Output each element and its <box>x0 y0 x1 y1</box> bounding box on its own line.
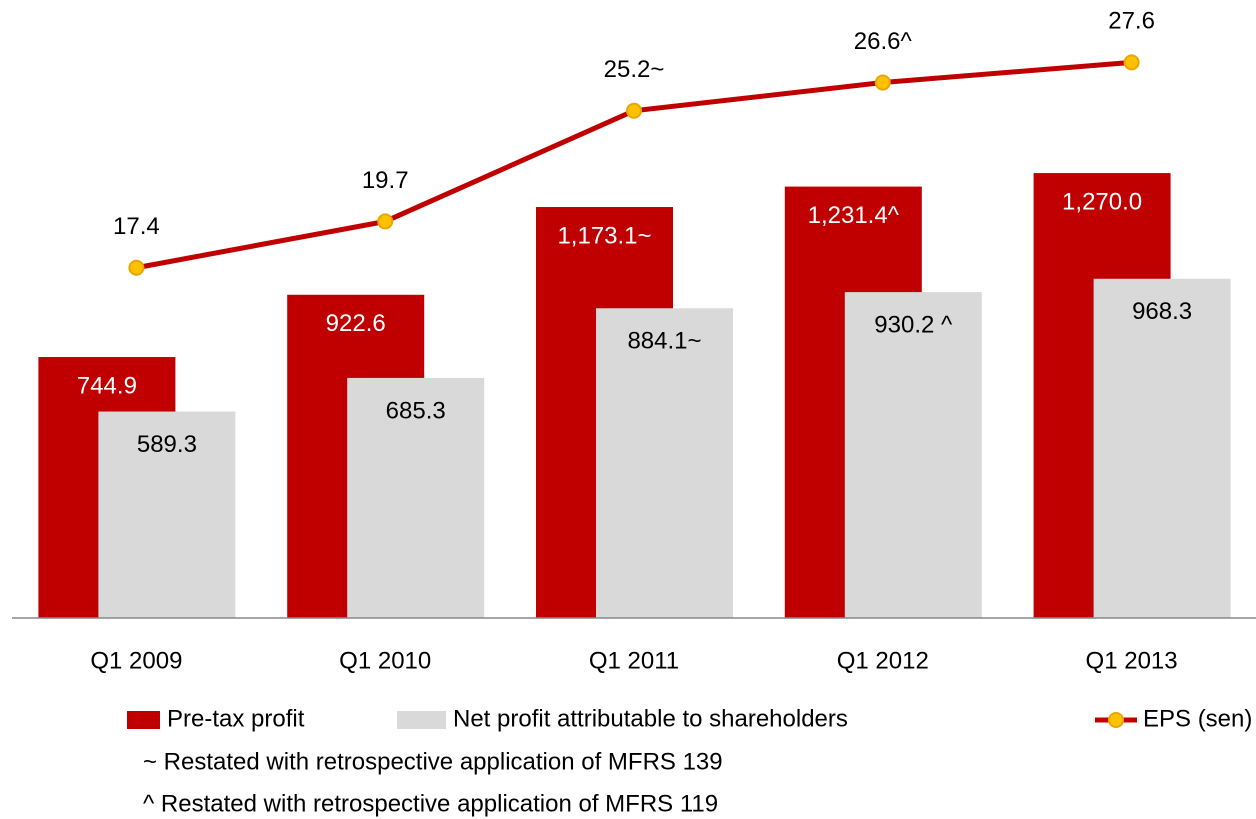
data-label: 968.3 <box>1132 298 1192 325</box>
bar <box>1093 278 1231 618</box>
marker <box>128 259 145 276</box>
x-tick-label: Q1 2013 <box>1086 647 1178 674</box>
bar <box>844 292 982 618</box>
data-label: 685.3 <box>386 397 446 424</box>
marker <box>1123 54 1140 71</box>
marker <box>377 213 394 230</box>
bar <box>98 411 236 618</box>
data-label: 19.7 <box>362 167 409 194</box>
legend-swatch <box>397 711 446 729</box>
legend-marker <box>1108 712 1124 728</box>
legend-swatch <box>127 711 160 729</box>
data-label: 930.2 ^ <box>874 311 953 338</box>
footnote: ~ Restated with retrospective applicatio… <box>143 748 723 775</box>
data-label: 589.3 <box>137 431 197 458</box>
x-tick-label: Q1 2011 <box>589 647 679 674</box>
legend-label: EPS (sen) <box>1143 705 1252 732</box>
marker <box>626 102 642 119</box>
legend-label: Net profit attributable to shareholders <box>453 705 848 732</box>
marker <box>874 74 891 91</box>
data-label: 26.6^ <box>854 28 913 55</box>
data-label: 1,173.1~ <box>557 222 651 249</box>
data-label: 27.6 <box>1108 8 1155 35</box>
x-tick-label: Q1 2009 <box>90 647 182 674</box>
data-label: 25.2~ <box>604 56 665 83</box>
data-label: 17.4 <box>113 213 160 240</box>
bar <box>347 377 485 618</box>
x-tick-label: Q1 2010 <box>339 647 431 674</box>
legend-label: Pre-tax profit <box>167 705 305 732</box>
data-label: 884.1~ <box>627 328 701 355</box>
data-label: 1,231.4^ <box>808 202 900 229</box>
footnote: ^ Restated with retrospective applicatio… <box>143 790 718 817</box>
data-label: 1,270.0 <box>1062 188 1142 215</box>
x-tick-label: Q1 2012 <box>837 647 929 674</box>
bar <box>596 308 733 618</box>
data-label: 922.6 <box>326 310 386 337</box>
data-label: 744.9 <box>77 372 137 399</box>
